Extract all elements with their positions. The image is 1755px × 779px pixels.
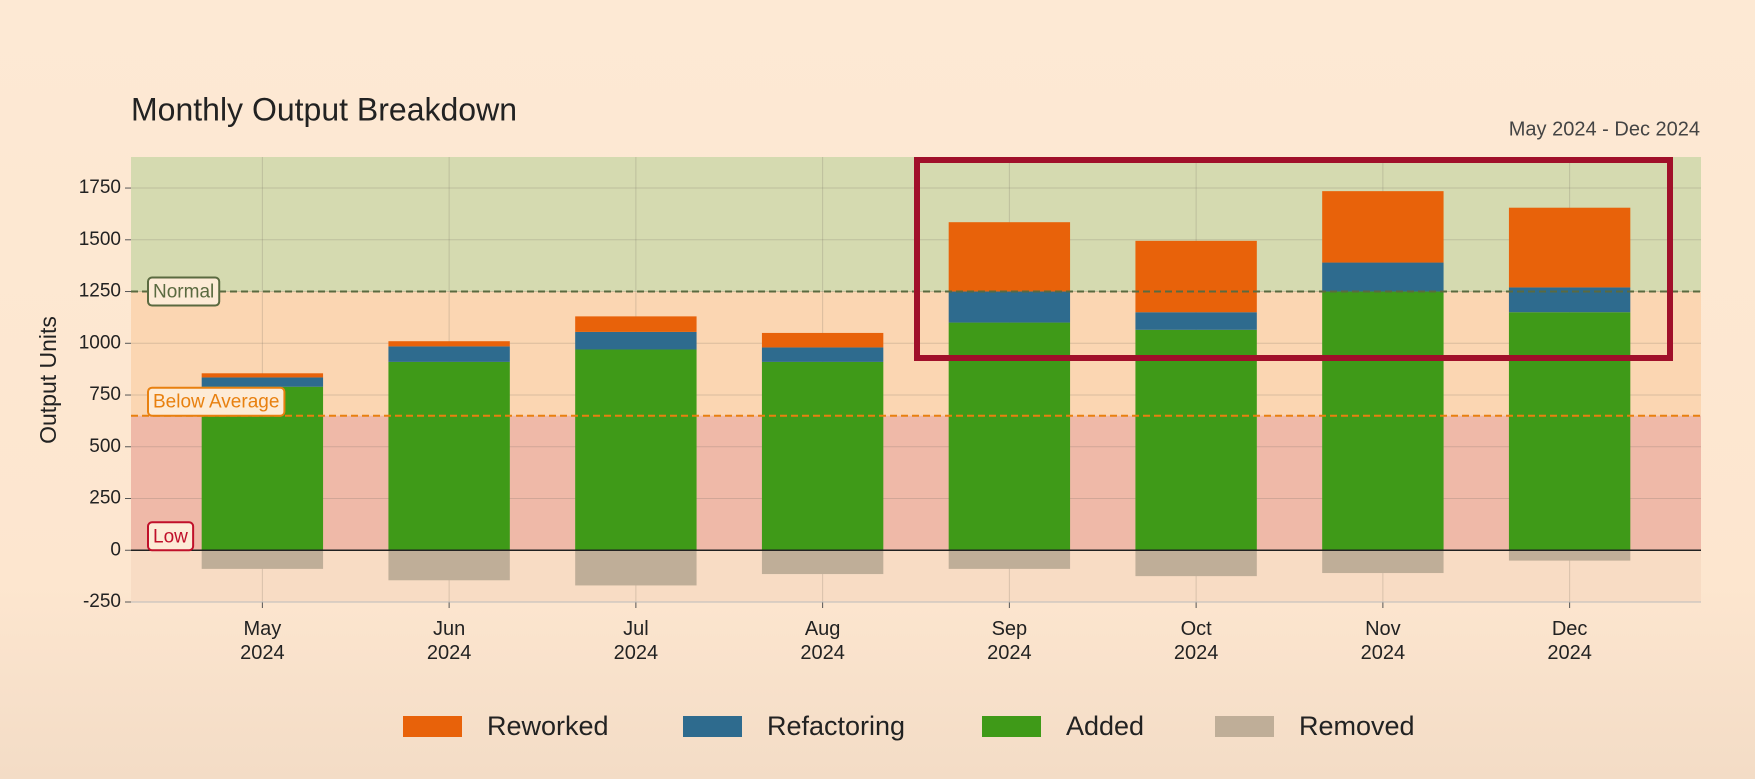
bar-segment	[575, 331, 697, 350]
bar-segment	[1508, 207, 1631, 288]
zone-label: Normal	[153, 282, 214, 303]
plot-area: Normal Below Average Low	[125, 157, 1701, 608]
x-tick-label: Oct 2024	[1173, 618, 1219, 664]
bar-segment	[948, 291, 1071, 323]
bar-segment	[575, 550, 697, 586]
x-tick-label: Jul 2024	[613, 618, 659, 664]
x-tick-label: Aug 2024	[800, 618, 845, 664]
legend-swatch	[1215, 716, 1274, 737]
bar-segment	[1508, 287, 1631, 313]
bar-segment	[1135, 240, 1257, 313]
bar-segment	[761, 550, 884, 575]
chart-subtitle: May 2024 - Dec 2024	[1509, 118, 1700, 140]
zone-label: Low	[153, 526, 188, 547]
bar-segment	[388, 550, 510, 581]
legend-swatch	[403, 716, 462, 737]
y-tick-label: 1500	[79, 229, 121, 250]
zone-label-box	[147, 276, 221, 307]
bar-segment	[1508, 312, 1631, 551]
bar-segment	[201, 377, 324, 387]
zone-label-box	[147, 386, 286, 417]
zone-label-box	[147, 521, 195, 552]
bar-segment	[1322, 262, 1444, 292]
y-tick-label: 750	[89, 384, 121, 405]
bar-segment	[761, 332, 884, 348]
x-tick-label: Nov 2024	[1360, 618, 1406, 664]
highlight-box	[914, 157, 1673, 361]
y-tick-label: 1750	[79, 177, 121, 198]
legend-swatch	[982, 716, 1041, 737]
bar-segment	[388, 341, 510, 347]
bar-segment	[761, 361, 884, 551]
legend-swatch	[683, 716, 742, 737]
zone-band	[131, 415, 1701, 551]
x-tick-label: May 2024	[240, 618, 285, 664]
bar-segment	[1508, 550, 1631, 561]
bar-segment	[388, 361, 510, 551]
legend-label: Removed	[1299, 711, 1415, 741]
bar-segment	[388, 346, 510, 362]
bar-segment	[1322, 550, 1444, 574]
bar-segment	[201, 550, 324, 569]
bar-segment	[948, 550, 1071, 569]
y-tick-label: 1000	[79, 332, 121, 353]
bar-segment	[575, 349, 697, 551]
bar-segment	[201, 373, 324, 378]
legend-label: Refactoring	[767, 711, 905, 741]
legend-label: Added	[1066, 711, 1144, 741]
bar-segment	[1135, 550, 1257, 577]
bar-segment	[1322, 191, 1444, 263]
bar-segment	[948, 222, 1071, 292]
zone-label: Below Average	[153, 392, 279, 413]
bar-segment	[1322, 291, 1444, 551]
bar-segment	[1135, 312, 1257, 330]
x-tick-label: Dec 2024	[1547, 618, 1592, 664]
legend-label: Reworked	[487, 711, 609, 741]
y-tick-label: 250	[89, 488, 121, 509]
y-tick-label: 500	[89, 436, 121, 457]
x-tick-label: Jun 2024	[426, 618, 472, 664]
y-tick-label: 1250	[79, 281, 121, 302]
x-tick-label: Sep 2024	[987, 618, 1032, 664]
bar-segment	[575, 316, 697, 332]
y-tick-label: -250	[83, 591, 121, 612]
chart-title: Monthly Output Breakdown	[131, 91, 517, 127]
y-tick-label: 0	[110, 539, 121, 560]
y-axis-label: Output Units	[35, 316, 61, 444]
bar-segment	[1135, 329, 1257, 551]
bar-segment	[761, 347, 884, 362]
